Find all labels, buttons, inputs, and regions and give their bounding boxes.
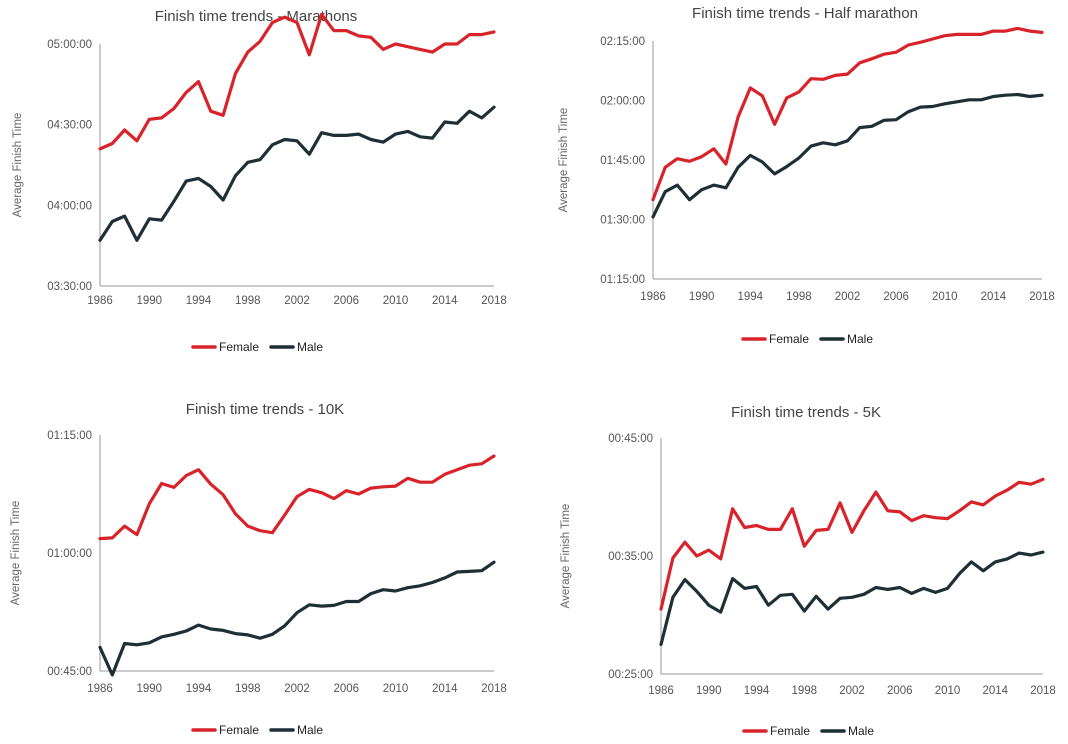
x-tick-label: 2002 <box>835 291 861 303</box>
x-tick-label: 2002 <box>284 683 310 695</box>
chart-5k: Finish time trends - 5K Average Finish Ti… <box>560 404 1056 738</box>
series-line-male <box>98 105 496 242</box>
chart-title: Finish time trends - Half marathon <box>692 5 918 22</box>
y-tick-label: 01:45:00 <box>600 155 645 167</box>
y-tick-label: 03:30:00 <box>47 281 92 293</box>
x-tick-label: 2010 <box>935 685 961 697</box>
y-tick-label: 00:45:00 <box>47 666 92 678</box>
y-tick-label: 01:15:00 <box>47 430 92 442</box>
x-tick-label: 2010 <box>932 291 958 303</box>
legend-label-female: Female <box>219 340 259 354</box>
legend-label-male: Male <box>297 723 323 737</box>
x-tick-label: 1998 <box>235 683 261 695</box>
legend-label-male: Male <box>847 332 873 346</box>
y-tick-label: 01:30:00 <box>600 215 645 227</box>
series-line-male <box>659 550 1045 647</box>
x-tick-label: 1990 <box>136 295 162 307</box>
x-tick-label: 2014 <box>981 291 1007 303</box>
legend-label-male: Male <box>848 724 874 738</box>
x-tick-label: 1994 <box>186 295 212 307</box>
x-tick-label: 1986 <box>87 295 113 307</box>
series-line-female <box>659 477 1045 611</box>
y-tick-label: 02:00:00 <box>600 96 645 108</box>
x-tick-label: 1998 <box>791 685 817 697</box>
x-tick-label: 1990 <box>689 291 715 303</box>
y-tick-label: 01:00:00 <box>47 548 92 560</box>
x-tick-label: 2010 <box>383 683 409 695</box>
x-tick-label: 2018 <box>481 295 507 307</box>
y-tick-label: 04:30:00 <box>47 120 92 132</box>
x-tick-label: 2014 <box>432 683 458 695</box>
y-tick-label: 00:45:00 <box>608 433 653 445</box>
x-tick-label: 1986 <box>640 291 666 303</box>
x-tick-label: 1990 <box>696 685 722 697</box>
chart-panel-10k: Finish time trends - 10K Average Finish T… <box>0 372 534 744</box>
chart-10k: Finish time trends - 10K Average Finish T… <box>10 401 507 737</box>
x-tick-label: 2002 <box>839 685 865 697</box>
chart-title: Finish time trends - 10K <box>186 401 344 418</box>
x-tick-label: 1998 <box>235 295 261 307</box>
y-tick-label: 00:25:00 <box>608 669 653 681</box>
y-axis-label: Average Finish Time <box>558 108 570 213</box>
x-tick-label: 2006 <box>333 683 359 695</box>
y-axis-label: Average Finish Time <box>12 113 24 218</box>
series-line-female <box>98 454 496 541</box>
x-tick-label: 1994 <box>737 291 763 303</box>
x-tick-label: 2010 <box>383 295 409 307</box>
x-tick-label: 2018 <box>481 683 507 695</box>
chart-half-marathon: Finish time trends - Half marathon Averag… <box>558 5 1055 346</box>
y-tick-label: 04:00:00 <box>47 200 92 212</box>
y-tick-label: 05:00:00 <box>47 39 92 51</box>
series-line-female <box>651 26 1044 202</box>
series-line-female <box>98 12 496 151</box>
x-tick-label: 2014 <box>982 685 1008 697</box>
x-tick-label: 1994 <box>186 683 212 695</box>
chart-marathon: Finish time trends - Marathons Average Fi… <box>12 8 507 354</box>
legend-label-female: Female <box>770 724 810 738</box>
x-tick-label: 2006 <box>333 295 359 307</box>
chart-panel-marathon: Finish time trends - Marathons Average Fi… <box>0 0 534 372</box>
series-line-male <box>98 560 496 677</box>
x-tick-label: 2002 <box>284 295 310 307</box>
y-axis-label: Average Finish Time <box>560 504 572 609</box>
y-tick-label: 02:15:00 <box>600 36 645 48</box>
legend-label-male: Male <box>297 340 323 354</box>
chart-panel-5k: Finish time trends - 5K Average Finish Ti… <box>534 372 1068 744</box>
x-tick-label: 1994 <box>744 685 770 697</box>
x-tick-label: 2014 <box>432 295 458 307</box>
chart-panel-half-marathon: Finish time trends - Half marathon Averag… <box>534 0 1068 372</box>
x-tick-label: 1986 <box>648 685 674 697</box>
x-tick-label: 1998 <box>786 291 812 303</box>
x-tick-label: 2018 <box>1030 685 1056 697</box>
y-axis-label: Average Finish Time <box>10 501 22 606</box>
x-tick-label: 2006 <box>887 685 913 697</box>
x-tick-label: 2006 <box>883 291 909 303</box>
legend-label-female: Female <box>219 723 259 737</box>
x-tick-label: 1990 <box>136 683 162 695</box>
y-tick-label: 01:15:00 <box>600 274 645 286</box>
series-line-male <box>651 92 1044 219</box>
chart-title: Finish time trends - 5K <box>731 404 881 421</box>
y-tick-label: 00:35:00 <box>608 551 653 563</box>
x-tick-label: 2018 <box>1029 291 1055 303</box>
chart-title: Finish time trends - Marathons <box>155 8 358 25</box>
legend-label-female: Female <box>769 332 809 346</box>
x-tick-label: 1986 <box>87 683 113 695</box>
